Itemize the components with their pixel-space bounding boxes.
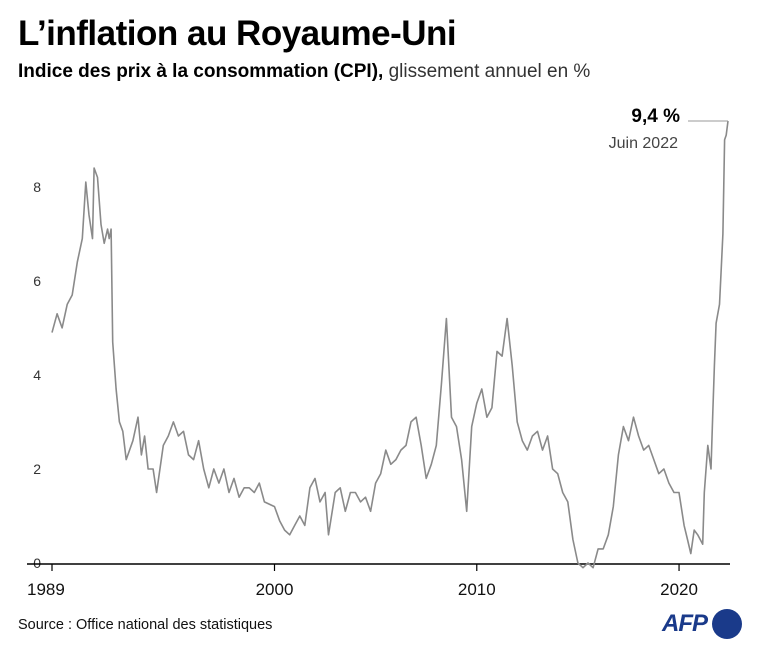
y-tick-label: 0 [33, 555, 41, 571]
x-tick-label: 2000 [256, 580, 294, 599]
y-axis-ticks: 0 2 4 6 8 [33, 179, 41, 571]
y-tick-label: 2 [33, 461, 41, 477]
source-note: Source : Office national des statistique… [18, 617, 273, 633]
y-tick-label: 8 [33, 179, 41, 195]
x-tick-label: 2010 [458, 580, 496, 599]
afp-logo: AFP [662, 608, 748, 640]
logo-text: AFP [662, 610, 708, 637]
y-tick-label: 6 [33, 273, 41, 289]
x-tick-label: 2020 [660, 580, 698, 599]
annotation-value: 9,4 % [631, 106, 680, 127]
subtitle-rest: glissement annuel en % [383, 61, 591, 82]
y-tick-label: 4 [33, 367, 41, 383]
x-axis: 1989 2000 2010 2020 [27, 563, 730, 599]
series-group [51, 120, 729, 569]
subtitle-bold: Indice des prix à la consommation (CPI), [18, 61, 384, 82]
series-line [51, 120, 729, 569]
peak-annotation: 9,4 % Juin 2022 [609, 106, 728, 152]
chart-title: L’inflation au Royaume-Uni [18, 14, 457, 53]
x-tick-label: 1989 [27, 580, 65, 599]
chart-subtitle: Indice des prix à la consommation (CPI),… [18, 61, 590, 83]
annotation-date: Juin 2022 [609, 135, 678, 152]
logo-circle-icon [712, 609, 742, 639]
